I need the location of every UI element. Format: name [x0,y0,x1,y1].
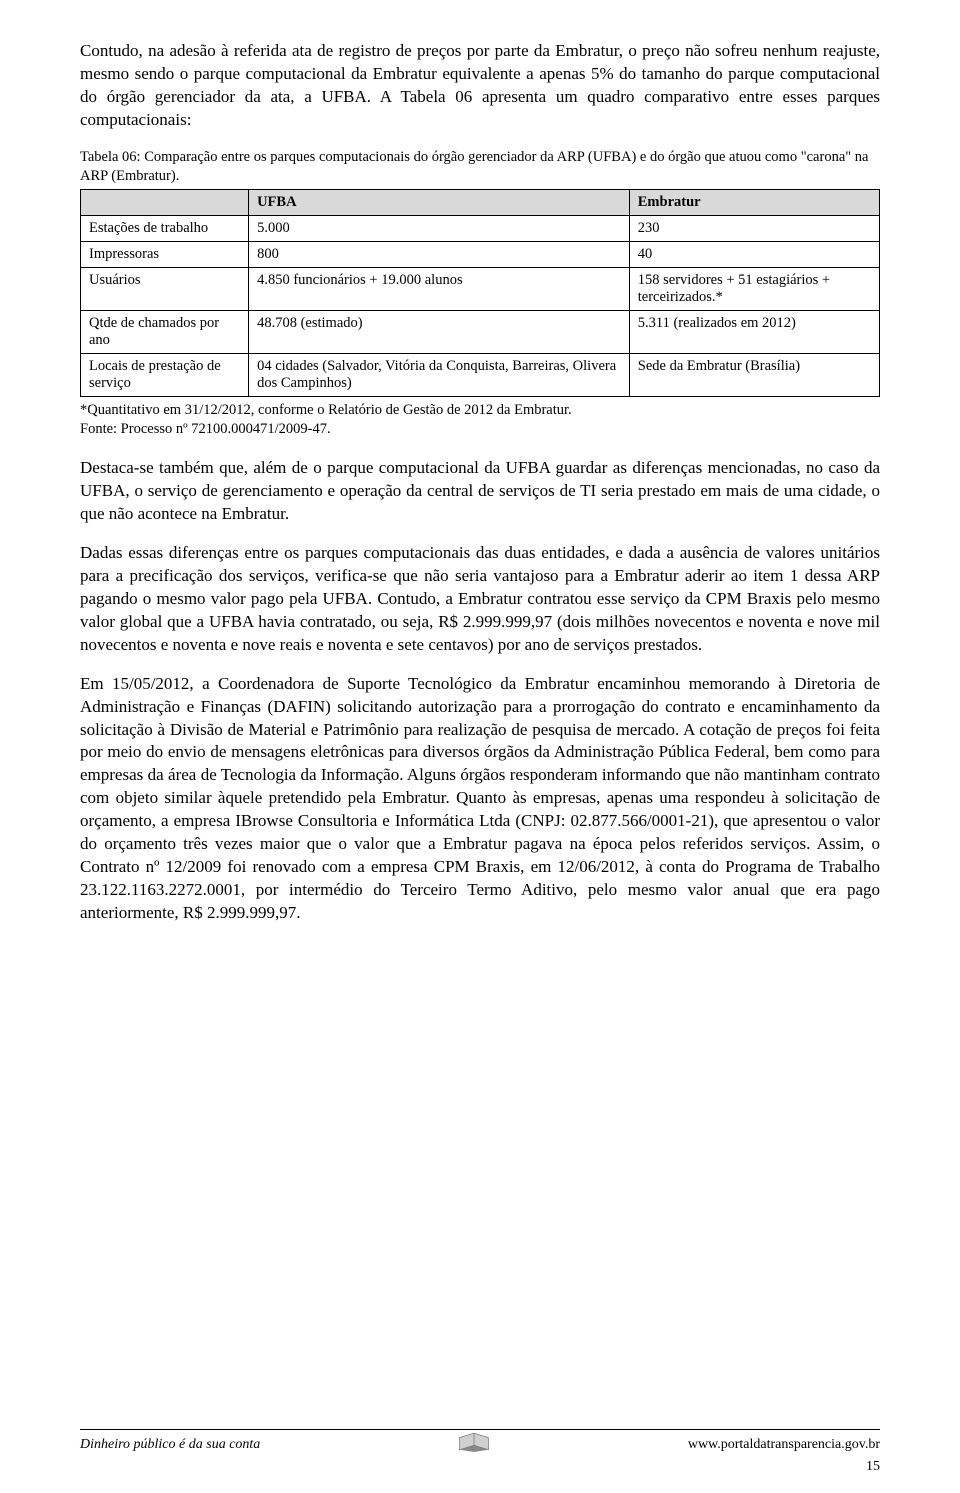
row-embratur: 230 [629,216,879,242]
row-label: Qtde de chamados por ano [81,311,249,354]
row-ufba: 04 cidades (Salvador, Vitória da Conquis… [249,354,630,397]
table-header-embratur: Embratur [629,190,879,216]
table-note-2: Fonte: Processo nº 72100.000471/2009-47. [80,421,331,437]
table-header-ufba: UFBA [249,190,630,216]
table-header-blank [81,190,249,216]
row-ufba: 5.000 [249,216,630,242]
paragraph-4: Em 15/05/2012, a Coordenadora de Suporte… [80,673,880,925]
comparison-table: UFBA Embratur Estações de trabalho 5.000… [80,189,880,397]
footer-left-text: Dinheiro público é da sua conta [80,1437,260,1453]
row-ufba: 800 [249,242,630,268]
document-page: Contudo, na adesão à referida ata de reg… [0,0,960,1493]
book-icon [457,1432,491,1457]
row-ufba: 48.708 (estimado) [249,311,630,354]
table-row: Usuários 4.850 funcionários + 19.000 alu… [81,268,880,311]
row-label: Estações de trabalho [81,216,249,242]
page-footer: Dinheiro público é da sua conta www.port… [80,1429,880,1475]
table-footnotes: *Quantitativo em 31/12/2012, conforme o … [80,401,880,439]
table-row: Locais de prestação de serviço 04 cidade… [81,354,880,397]
table-header-row: UFBA Embratur [81,190,880,216]
paragraph-2: Destaca-se também que, além de o parque … [80,457,880,526]
row-label: Impressoras [81,242,249,268]
table-caption: Tabela 06: Comparação entre os parques c… [80,148,880,186]
table-row: Impressoras 800 40 [81,242,880,268]
footer-row: Dinheiro público é da sua conta www.port… [80,1432,880,1457]
row-label: Locais de prestação de serviço [81,354,249,397]
paragraph-3: Dadas essas diferenças entre os parques … [80,542,880,657]
row-embratur: 40 [629,242,879,268]
table-note-1: *Quantitativo em 31/12/2012, conforme o … [80,402,572,418]
footer-right-text: www.portaldatransparencia.gov.br [688,1437,880,1453]
row-embratur: 158 servidores + 51 estagiários + tercei… [629,268,879,311]
footer-divider [80,1429,880,1430]
row-label: Usuários [81,268,249,311]
page-number: 15 [80,1459,880,1475]
table-row: Estações de trabalho 5.000 230 [81,216,880,242]
paragraph-1: Contudo, na adesão à referida ata de reg… [80,40,880,132]
table-row: Qtde de chamados por ano 48.708 (estimad… [81,311,880,354]
row-embratur: Sede da Embratur (Brasília) [629,354,879,397]
row-embratur: 5.311 (realizados em 2012) [629,311,879,354]
row-ufba: 4.850 funcionários + 19.000 alunos [249,268,630,311]
